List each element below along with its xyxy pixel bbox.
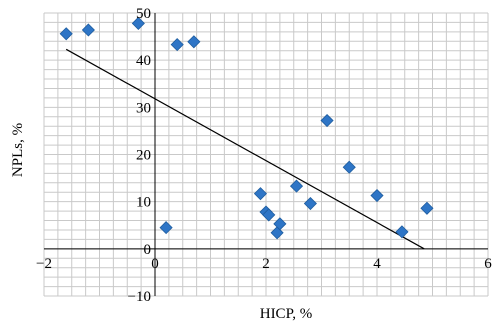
data-point <box>170 38 184 52</box>
y-tick-label: −10 <box>128 289 151 305</box>
y-axis-title: NPLs, % <box>10 123 26 177</box>
y-tick-label: 10 <box>136 195 151 211</box>
data-point <box>253 187 268 201</box>
trendline-layer <box>65 48 425 250</box>
x-axis-title: HICP, % <box>260 306 313 322</box>
y-tick-label: 0 <box>144 242 152 258</box>
grid <box>43 12 489 297</box>
x-tick-label: 0 <box>151 256 159 272</box>
data-point <box>289 179 304 193</box>
y-tick-label: 30 <box>136 100 151 116</box>
data-point <box>262 208 276 222</box>
x-tick-label: 2 <box>262 256 270 272</box>
y-tick-label: 20 <box>136 148 151 164</box>
points-layer <box>59 16 434 240</box>
y-tick-label: 50 <box>136 6 151 22</box>
x-tick-label: −2 <box>36 256 52 272</box>
x-tick-label: 4 <box>373 256 381 272</box>
data-point <box>187 35 201 49</box>
data-point <box>81 23 95 37</box>
tick-labels: −2 0 2 4 6 −10 0 10 20 30 40 50 <box>36 6 492 305</box>
data-point <box>370 188 384 203</box>
y-tick-label: 40 <box>136 53 151 69</box>
data-point <box>342 160 356 174</box>
data-point <box>273 217 287 231</box>
data-point <box>131 16 145 30</box>
axes <box>44 13 488 296</box>
data-point <box>59 27 73 41</box>
data-point <box>320 113 334 128</box>
data-point <box>420 201 434 215</box>
data-point <box>395 225 409 239</box>
trend-line <box>65 48 425 250</box>
data-point <box>159 221 173 235</box>
data-point <box>303 196 317 211</box>
x-tick-label: 6 <box>484 256 492 272</box>
